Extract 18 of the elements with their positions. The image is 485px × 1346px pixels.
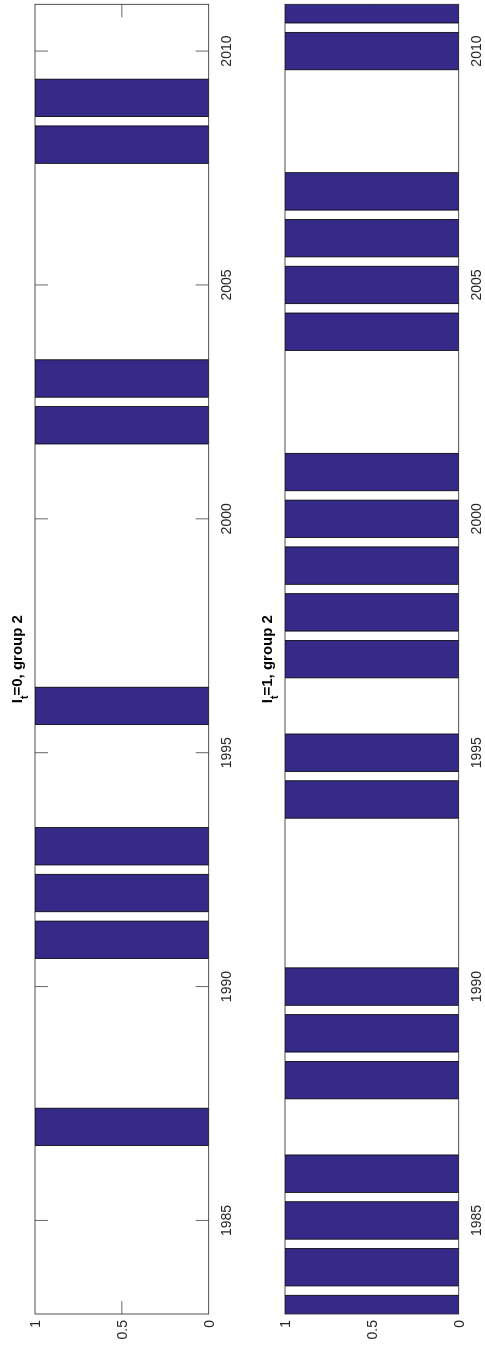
y-tick-label: 2010 <box>468 35 484 67</box>
y-tick-label: 2000 <box>218 503 234 535</box>
y-tick-label: 1985 <box>468 1204 484 1237</box>
x-tick-label: 1 <box>276 1319 293 1328</box>
x-tick-label: 0 <box>200 1319 217 1328</box>
y-tick-label: 1995 <box>218 736 234 769</box>
x-tick-label: 0.5 <box>363 1319 380 1340</box>
x-tick-label: 0.5 <box>113 1319 130 1340</box>
x-tick-label: 1 <box>26 1319 43 1328</box>
y-tick-label: 2005 <box>468 269 484 301</box>
y-tick-label: 1985 <box>218 1204 234 1237</box>
y-tick-label: 1990 <box>218 970 234 1003</box>
y-tick-label: 1995 <box>468 736 484 769</box>
x-tick-label: 0 <box>450 1319 467 1328</box>
y-tick-label: 2010 <box>218 35 234 67</box>
y-tick-label: 2005 <box>218 269 234 301</box>
y-tick-label: 1990 <box>468 970 484 1003</box>
y-tick-label: 2000 <box>468 503 484 535</box>
